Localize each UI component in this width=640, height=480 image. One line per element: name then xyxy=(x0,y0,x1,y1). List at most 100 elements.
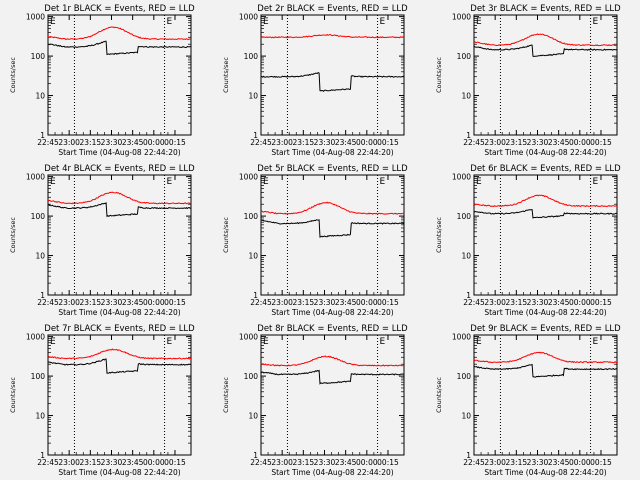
y-tick-label: 1 xyxy=(466,291,471,300)
annotation-e-left: E xyxy=(476,17,482,27)
y-axis-label: Counts/sec xyxy=(9,57,17,93)
x-tick-label: 23:15 xyxy=(506,298,528,307)
x-tick-label: 23:30 xyxy=(101,138,123,147)
panel-5: Det 5r BLACK = Events, RED = LLD E E 1 10 100… xyxy=(222,164,408,317)
panel-2: Det 2r BLACK = Events, RED = LLD E E 1 10 100… xyxy=(222,4,408,157)
annotation-e-left: E xyxy=(476,177,482,187)
annotation-e-left: E xyxy=(50,17,56,27)
x-tick-label: 00:15 xyxy=(164,458,186,467)
x-tick-label: 22:45 xyxy=(37,138,59,147)
panel-title: Det 1r BLACK = Events, RED = LLD xyxy=(44,4,195,14)
x-tick-label: 23:30 xyxy=(527,458,549,467)
x-tick-label: 23:30 xyxy=(314,298,336,307)
x-axis-label: Start Time (04-Aug-08 22:44:20) xyxy=(271,468,393,477)
x-tick-label: 23:15 xyxy=(80,458,102,467)
x-tick-label: 23:00 xyxy=(58,298,80,307)
x-tick-label: 00:15 xyxy=(377,458,399,467)
annotation-e-left: E xyxy=(263,17,269,27)
y-tick-label: 100 xyxy=(457,372,472,381)
x-tick-label: 00:15 xyxy=(164,298,186,307)
events-series-line xyxy=(473,209,618,219)
annotation-e-right: E xyxy=(380,337,386,347)
y-axis-label: Counts/sec xyxy=(222,377,230,413)
plot-frame xyxy=(473,334,618,456)
annotation-e-right: E xyxy=(380,177,386,187)
panel-title: Det 5r BLACK = Events, RED = LLD xyxy=(257,164,408,174)
x-tick-label: 23:45 xyxy=(548,458,570,467)
lld-series-line xyxy=(260,201,405,215)
x-tick-label: 22:45 xyxy=(250,138,272,147)
x-tick-label: 00:00 xyxy=(356,458,378,467)
annotation-e-right: E xyxy=(593,177,599,187)
x-tick-label: 23:00 xyxy=(58,458,80,467)
annotation-e-right: E xyxy=(167,337,173,347)
y-tick-label: 1 xyxy=(466,451,471,460)
x-axis-label: Start Time (04-Aug-08 22:44:20) xyxy=(58,468,180,477)
y-tick-label: 10 xyxy=(248,412,258,421)
plot-frame xyxy=(260,174,405,296)
x-axis-label: Start Time (04-Aug-08 22:44:20) xyxy=(484,308,606,317)
y-tick-label: 1000 xyxy=(26,173,45,182)
x-tick-label: 22:45 xyxy=(250,458,272,467)
lld-series-line xyxy=(473,194,618,208)
x-tick-label: 00:15 xyxy=(590,138,612,147)
x-tick-label: 23:30 xyxy=(314,138,336,147)
events-series-line xyxy=(47,40,192,56)
x-tick-label: 23:00 xyxy=(271,458,293,467)
y-tick-label: 100 xyxy=(244,52,259,61)
y-tick-label: 10 xyxy=(461,92,471,101)
y-axis-label: Counts/sec xyxy=(435,377,443,413)
events-series-line xyxy=(473,44,618,58)
annotation-e-left: E xyxy=(50,337,56,347)
x-tick-label: 23:45 xyxy=(122,298,144,307)
annotation-e-right: E xyxy=(167,177,173,187)
y-tick-label: 100 xyxy=(457,212,472,221)
y-tick-label: 1000 xyxy=(239,333,258,342)
panel-8: Det 8r BLACK = Events, RED = LLD E E 1 10 100… xyxy=(222,324,408,477)
lld-series-line xyxy=(260,33,405,39)
x-axis-label: Start Time (04-Aug-08 22:44:20) xyxy=(484,148,606,157)
x-tick-label: 22:45 xyxy=(250,298,272,307)
x-axis-label: Start Time (04-Aug-08 22:44:20) xyxy=(58,308,180,317)
x-tick-label: 23:00 xyxy=(58,138,80,147)
x-tick-label: 23:45 xyxy=(335,138,357,147)
x-tick-label: 00:15 xyxy=(377,138,399,147)
panel-title: Det 8r BLACK = Events, RED = LLD xyxy=(257,324,408,334)
y-axis-label: Counts/sec xyxy=(222,57,230,93)
x-tick-label: 23:00 xyxy=(484,458,506,467)
y-tick-label: 100 xyxy=(244,212,259,221)
events-series-line xyxy=(260,369,405,385)
plot-frame xyxy=(260,14,405,136)
y-tick-label: 1000 xyxy=(452,173,471,182)
panel-title: Det 4r BLACK = Events, RED = LLD xyxy=(44,164,195,174)
x-tick-label: 23:00 xyxy=(271,138,293,147)
panel-9: Det 9r BLACK = Events, RED = LLD E E 1 10 100… xyxy=(435,324,621,477)
x-tick-label: 23:00 xyxy=(484,298,506,307)
events-series-line xyxy=(260,219,405,238)
y-tick-label: 100 xyxy=(31,212,46,221)
y-tick-label: 10 xyxy=(35,412,45,421)
x-tick-label: 23:30 xyxy=(101,298,123,307)
x-tick-label: 00:15 xyxy=(164,138,186,147)
x-tick-label: 23:45 xyxy=(548,298,570,307)
x-tick-label: 22:45 xyxy=(463,458,485,467)
y-tick-label: 1000 xyxy=(239,13,258,22)
panel-4: Det 4r BLACK = Events, RED = LLD E E 1 10 100… xyxy=(9,164,195,317)
events-series-line xyxy=(260,71,405,92)
events-series-line xyxy=(473,363,618,378)
y-tick-label: 1000 xyxy=(26,13,45,22)
x-tick-label: 23:15 xyxy=(293,138,315,147)
x-tick-label: 22:45 xyxy=(37,298,59,307)
plot-frame xyxy=(473,14,618,136)
annotation-e-right: E xyxy=(380,17,386,27)
annotation-e-left: E xyxy=(476,337,482,347)
x-tick-label: 23:45 xyxy=(335,298,357,307)
annotation-e-left: E xyxy=(263,337,269,347)
x-tick-label: 00:00 xyxy=(143,138,165,147)
y-tick-label: 10 xyxy=(35,252,45,261)
plot-frame xyxy=(260,334,405,456)
x-tick-label: 23:15 xyxy=(293,298,315,307)
x-tick-label: 23:00 xyxy=(484,138,506,147)
y-tick-label: 10 xyxy=(248,252,258,261)
